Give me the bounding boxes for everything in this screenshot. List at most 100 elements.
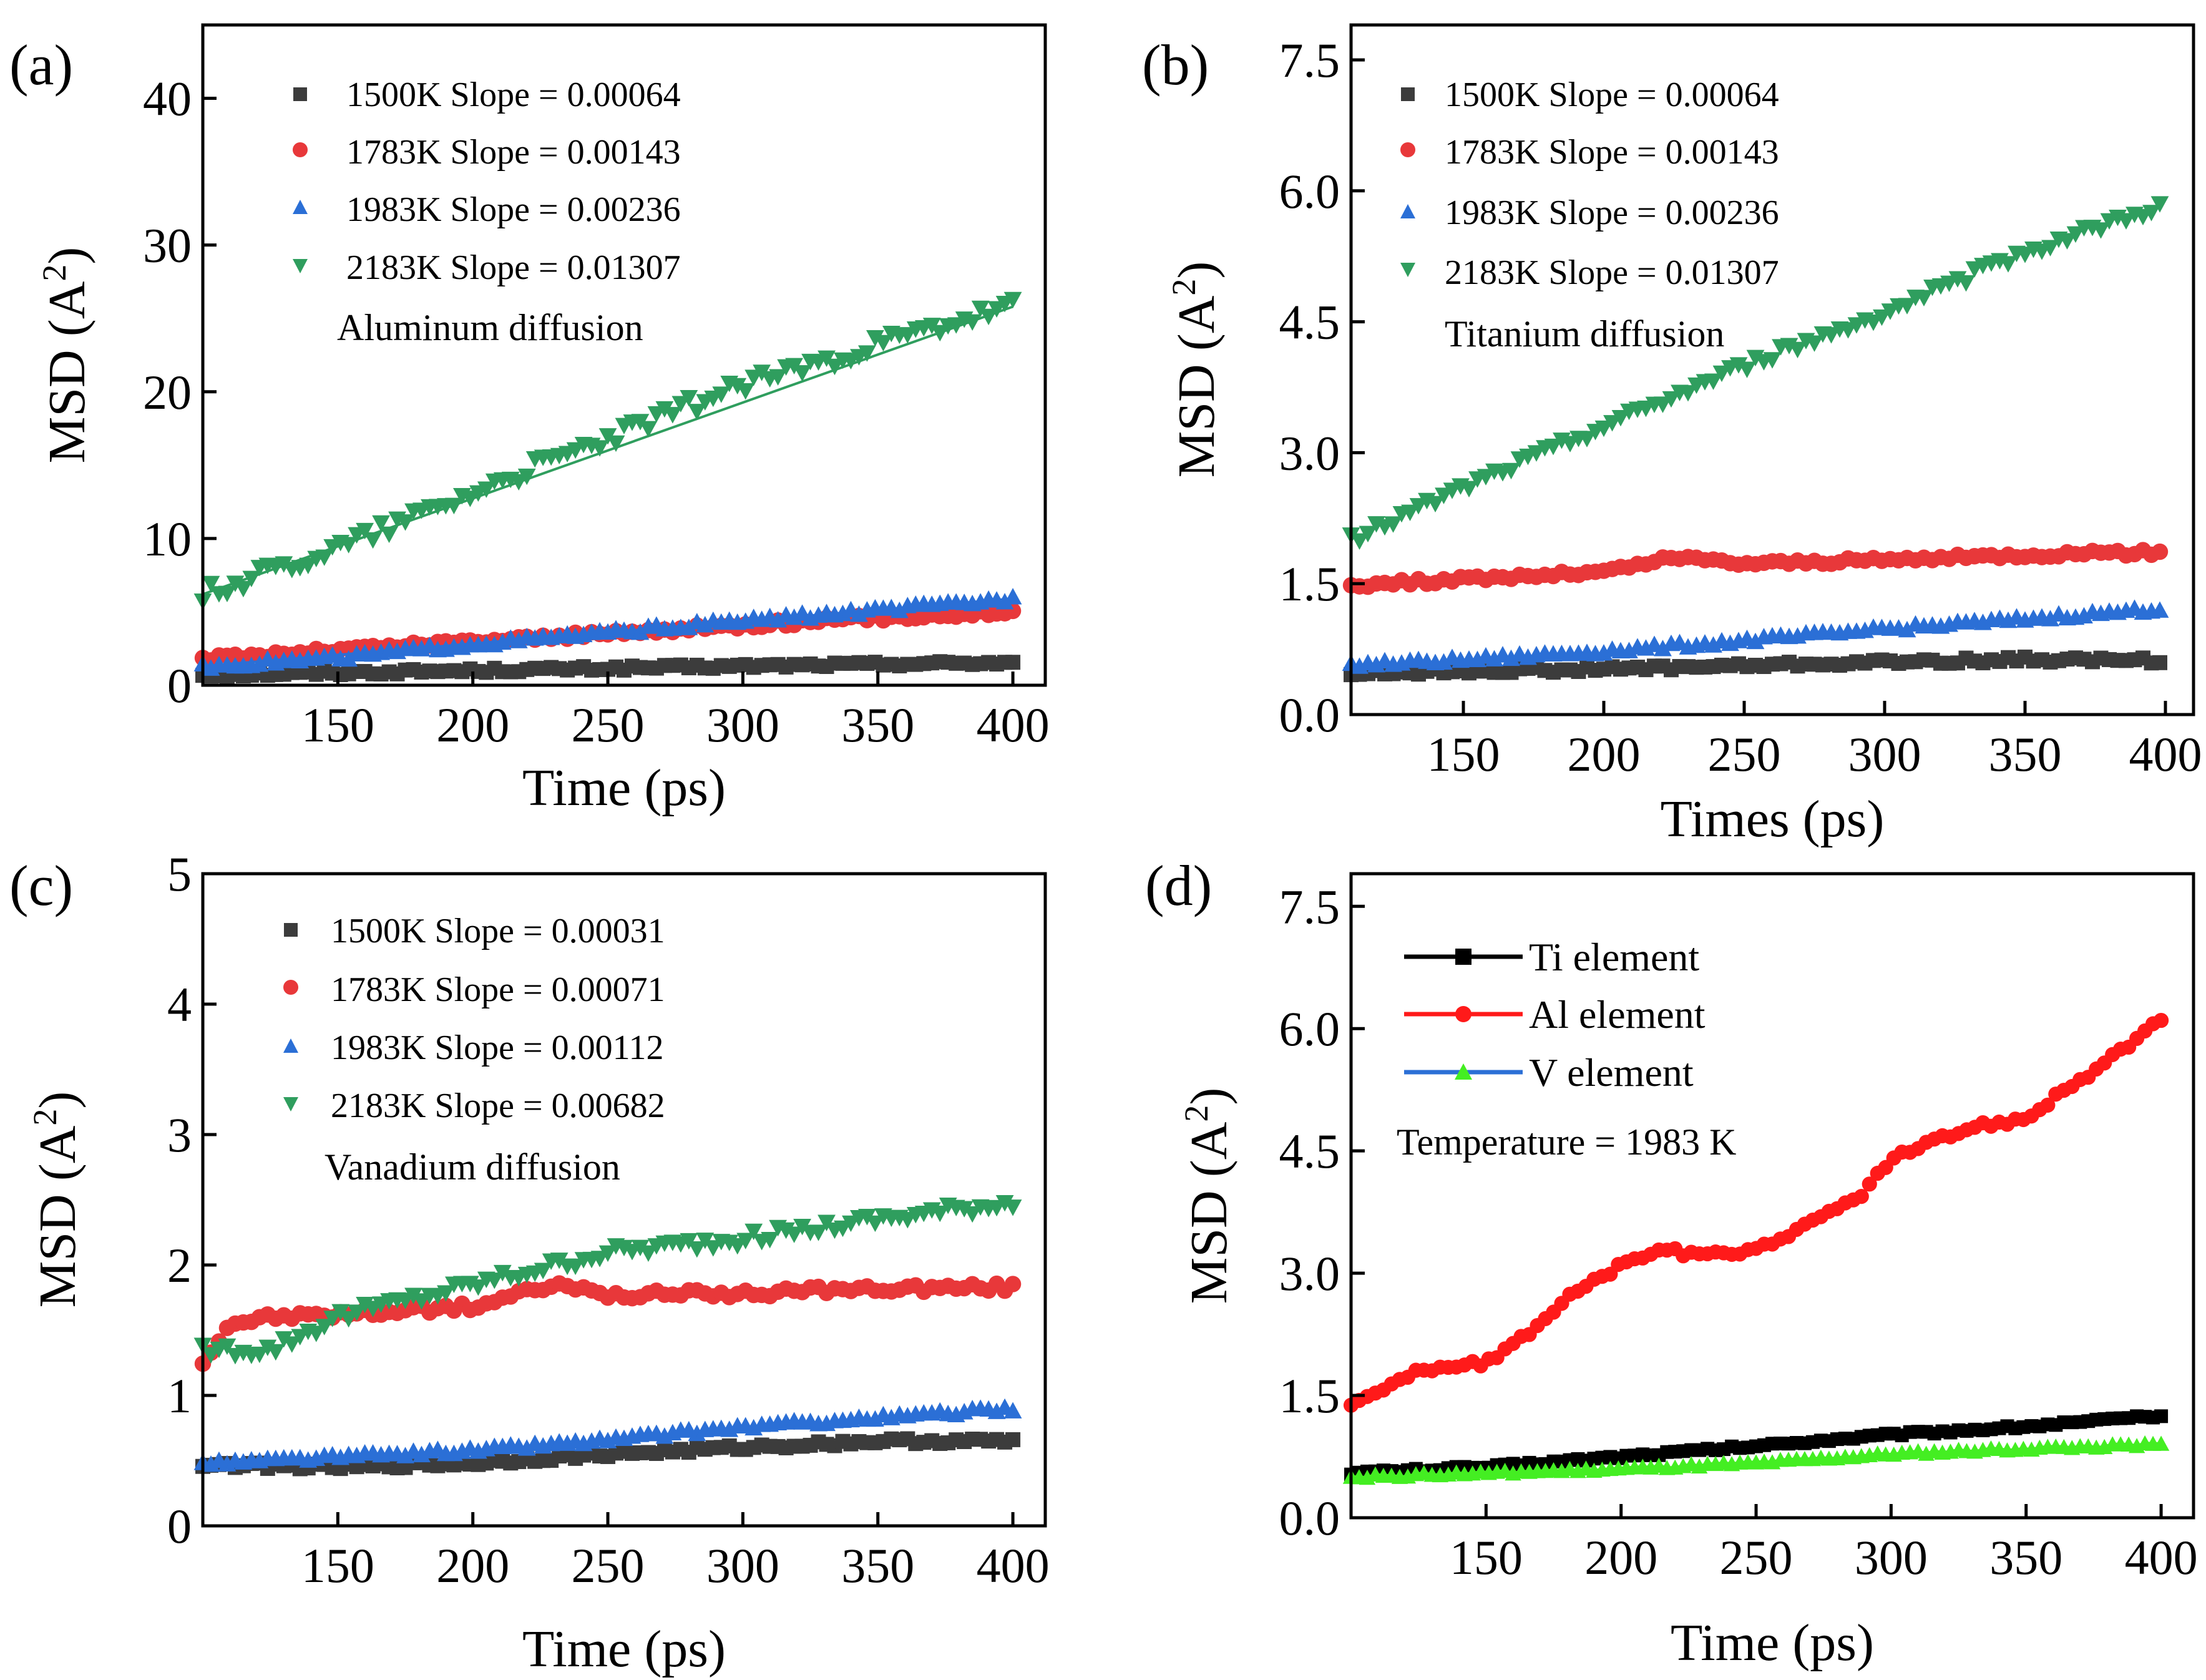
data-point xyxy=(2154,1409,2169,1424)
data-point xyxy=(356,522,374,540)
x-axis-title: Times (ps) xyxy=(1661,790,1885,848)
x-tick-label: 250 xyxy=(1708,727,1781,781)
data-point xyxy=(242,570,261,588)
data-point xyxy=(2092,222,2110,239)
y-axis-title: MSD (A2) xyxy=(1178,1088,1238,1304)
data-point xyxy=(736,383,755,400)
data-point xyxy=(1712,365,1731,383)
panel-a: (a) 150 200 250 300 350 400 0 10 20 30 40 1500K Sl… xyxy=(9,23,1050,817)
data-point xyxy=(736,1233,755,1249)
legend-entry: 1983K Slope = 0.00236 xyxy=(1445,193,1779,232)
panel-c: (c) 150 200 250 300 350 400 0 1 2 3 4 5 1500K Slope… xyxy=(9,847,1050,1678)
data-point xyxy=(761,1231,779,1249)
data-point xyxy=(639,421,658,437)
x-tick-label: 350 xyxy=(1989,1530,2062,1585)
data-point xyxy=(809,1224,827,1241)
legend-entry: 2183K Slope = 0.01307 xyxy=(346,248,681,287)
data-point xyxy=(777,1222,796,1239)
data-point xyxy=(696,615,715,633)
data-point xyxy=(1476,469,1495,486)
x-tick-label: 200 xyxy=(436,698,509,752)
data-point xyxy=(769,611,788,628)
data-point xyxy=(2075,607,2093,624)
data-point xyxy=(1435,653,1453,670)
data-point xyxy=(1611,410,1630,427)
annotation: Vanadium diffusion xyxy=(325,1146,620,1188)
data-point xyxy=(631,623,650,640)
legend-entry: 1500K Slope = 0.00064 xyxy=(1445,76,1779,114)
data-point xyxy=(866,1410,884,1427)
y-axis-title: MSD (A2) xyxy=(26,1092,87,1308)
x-tick-label: 300 xyxy=(706,698,779,752)
data-point xyxy=(793,1218,811,1236)
axis-ticks: 150 200 250 300 350 400 0 10 20 30 40 xyxy=(143,72,1050,752)
data-point xyxy=(348,1304,366,1321)
data-point xyxy=(680,389,698,407)
data-point xyxy=(890,602,909,618)
legend-entry: V element xyxy=(1529,1050,1694,1095)
x-tick-label: 250 xyxy=(1720,1530,1793,1585)
data-point xyxy=(1873,309,1891,326)
data-point xyxy=(218,585,237,603)
data-marks xyxy=(1342,196,2169,683)
data-point xyxy=(1003,588,1022,605)
y-axis-title: MSD (A2) xyxy=(36,247,96,464)
data-point xyxy=(2153,1012,2169,1028)
data-point xyxy=(2152,1435,2170,1451)
data-point xyxy=(680,618,698,635)
y-tick-label: 0 xyxy=(167,658,192,713)
data-point xyxy=(2041,240,2059,256)
data-point xyxy=(930,325,949,342)
x-axis-title: Time (ps) xyxy=(1671,1614,1874,1672)
y-tick-label: 20 xyxy=(143,365,192,419)
x-tick-label: 400 xyxy=(2125,1530,2198,1585)
y-tick-label: 3 xyxy=(167,1108,192,1162)
data-point xyxy=(1003,1199,1022,1216)
data-point xyxy=(1502,462,1520,480)
legend-entry: 2183K Slope = 0.01307 xyxy=(1445,253,1779,292)
x-tick-label: 150 xyxy=(1427,727,1500,781)
data-point xyxy=(396,1447,414,1463)
data-point xyxy=(1654,640,1672,657)
data-point xyxy=(1578,431,1596,447)
series-line xyxy=(1350,1018,2162,1407)
legend-entry: 1983K Slope = 0.00112 xyxy=(331,1028,664,1067)
y-axis-title: MSD (A2) xyxy=(1165,261,1226,478)
data-point xyxy=(2150,196,2169,213)
legend-entry: 1500K Slope = 0.00031 xyxy=(331,912,665,950)
data-point xyxy=(202,575,220,593)
panel-label: (d) xyxy=(1145,854,1212,917)
data-point xyxy=(663,407,682,424)
data-point xyxy=(323,1311,342,1327)
annotation: Temperature = 1983 K xyxy=(1397,1121,1736,1163)
plot-frame xyxy=(201,23,1047,687)
x-tick-label: 300 xyxy=(1848,727,1921,781)
data-marks xyxy=(193,291,1022,684)
data-point xyxy=(380,526,398,544)
legend-marker xyxy=(293,200,308,214)
data-point xyxy=(1662,391,1681,408)
data-point xyxy=(283,1336,301,1353)
data-point xyxy=(396,514,414,531)
data-point xyxy=(590,440,609,457)
x-tick-label: 250 xyxy=(572,698,645,752)
legend-marker xyxy=(1401,87,1415,101)
y-tick-label: 1.5 xyxy=(1279,1369,1340,1423)
legend-entry: 1783K Slope = 0.00143 xyxy=(1445,133,1779,172)
data-point xyxy=(688,1241,706,1258)
data-point xyxy=(307,1326,326,1342)
panel-label: (a) xyxy=(9,33,73,97)
x-axis-title: Time (ps) xyxy=(522,1620,726,1678)
data-point xyxy=(339,537,358,554)
data-point xyxy=(1789,341,1807,359)
plot-frame xyxy=(1349,23,2195,716)
y-tick-label: 0.0 xyxy=(1279,688,1340,742)
data-point xyxy=(234,580,253,598)
data-point xyxy=(550,1253,569,1269)
data-point xyxy=(2142,205,2160,222)
data-point xyxy=(744,1223,763,1241)
data-point xyxy=(445,497,463,515)
plot-frame xyxy=(201,872,1047,1528)
data-point xyxy=(1409,498,1428,515)
data-point xyxy=(1359,525,1377,543)
